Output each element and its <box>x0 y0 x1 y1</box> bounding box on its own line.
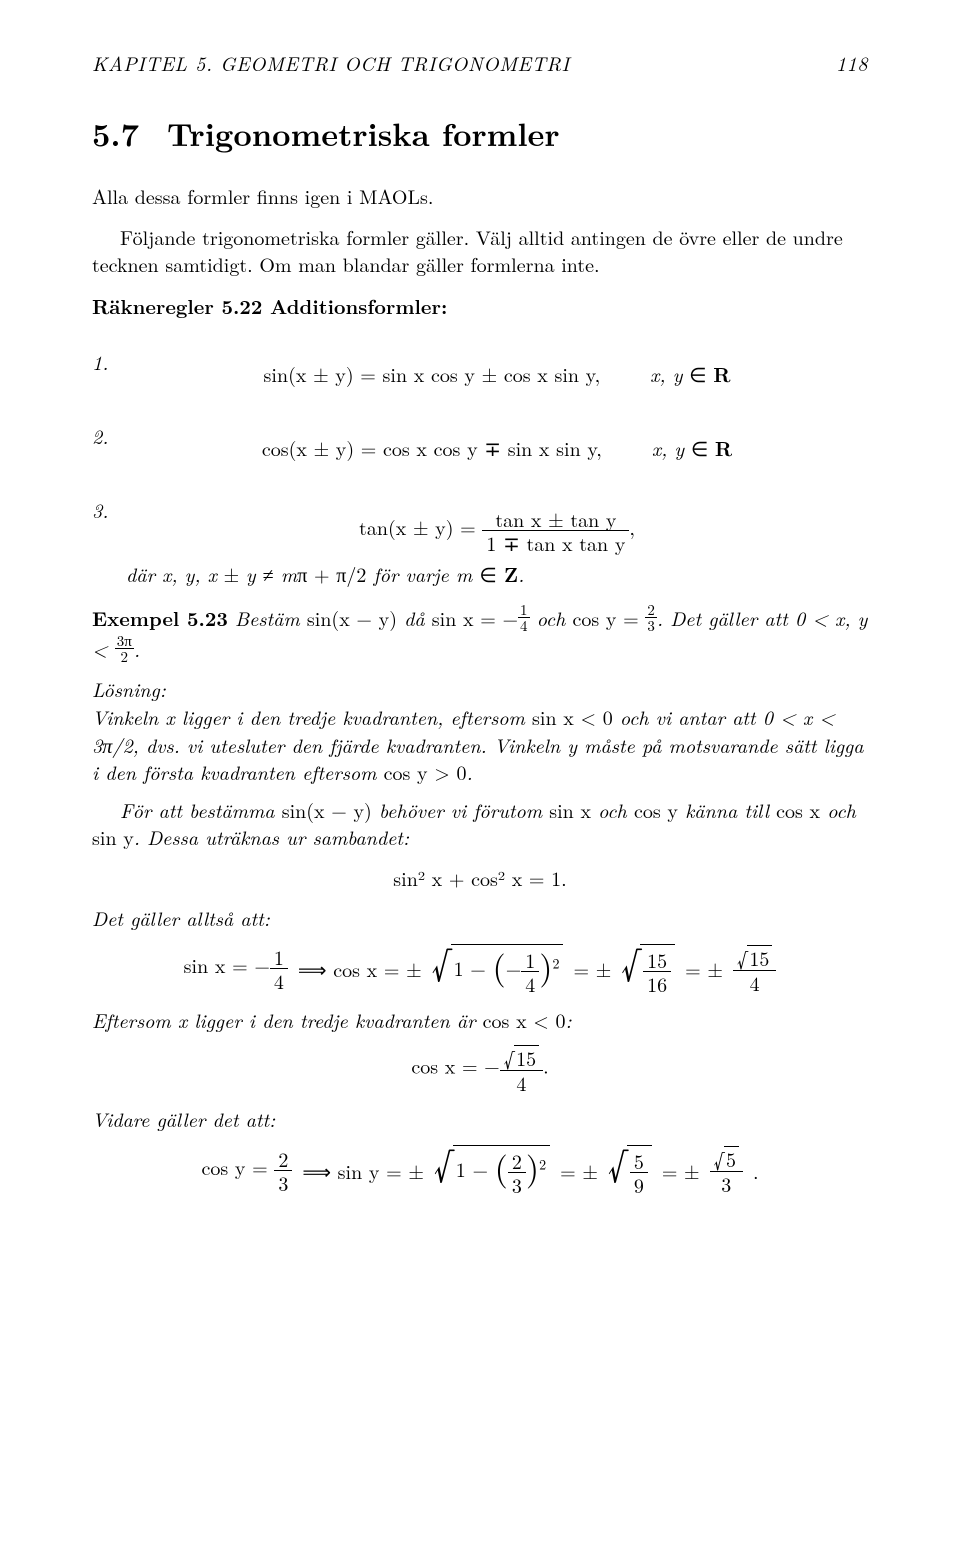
example-word-bestam: Bestäm <box>235 603 300 632</box>
equation-cosy-siny: cos y = 23 ⟹ sin y = ± √ 1 − (23)2 = ± √… <box>92 1145 868 1195</box>
formula-1-domain: x, y ∈ R <box>650 360 730 388</box>
example-sinx: sin x = −14 <box>432 603 530 632</box>
formula-item-2: cos(x ± y) = cos x cos y ∓ sin x sin y, … <box>126 400 868 462</box>
section-heading: 5.7 Trigonometriska formler <box>92 111 868 156</box>
example-word-da: då <box>404 603 424 632</box>
example-statement: Exempel 5.23 Bestäm sin(x − y) då sin x … <box>92 602 868 664</box>
formula-3-lhs: tan(x ± y) = <box>359 512 476 541</box>
vidare-line: Vidare gäller det att: <box>92 1105 868 1133</box>
intro-para-2: Följande trigonometriska formler gäller.… <box>92 223 868 277</box>
section-title-text: Trigonometriska formler <box>167 111 560 156</box>
formula-3-num: tan x ± tan y <box>482 508 629 530</box>
intro-para-1: Alla dessa formler finns igen i MAOLs. <box>92 182 868 209</box>
example-3pi2: 3π2 <box>115 633 134 664</box>
solution-para-1: Vinkeln x ligger i den tredje kvadranten… <box>92 703 868 786</box>
formula-3-den: 1 ∓ tan x tan y <box>482 530 629 553</box>
det-galler-label: Det gäller alltså att: <box>92 904 868 932</box>
example-expr-sinxy: sin(x − y) <box>307 603 397 632</box>
formula-3-trail: , <box>629 512 635 541</box>
page-number: 118 <box>836 48 868 77</box>
example-tail-2: . <box>134 634 140 663</box>
example-och-1: och <box>530 603 573 632</box>
formula-1: sin(x ± y) = sin x cos y ± cos x sin y, <box>264 360 601 388</box>
formula-2: cos(x ± y) = cos x cos y ∓ sin x sin y, <box>262 434 602 462</box>
cosx-result: cos x = − √15 4 . <box>92 1045 868 1093</box>
solution-para-2: För att bestämma sin(x − y) behöver vi f… <box>92 796 868 851</box>
header-left: KAPITEL 5. GEOMETRI OCH TRIGONOMETRI <box>92 48 570 77</box>
example-head: Exempel 5.23 <box>92 603 228 632</box>
page: KAPITEL 5. GEOMETRI OCH TRIGONOMETRI 118… <box>0 0 960 1558</box>
formula-list: sin(x ± y) = sin x cos y ± cos x sin y, … <box>92 326 868 553</box>
equation-sinx-cosx: sin x = −14 ⟹ cos x = ± √ 1 − (−14)2 = ±… <box>92 944 868 994</box>
pythagorean-identity: sin² x + cos² x = 1. <box>92 863 868 892</box>
formula-2-domain: x, y ∈ R <box>652 434 732 462</box>
formula-3-condition: där x, y, x ± y ≠ mπ + π/2 för varje m ∈… <box>126 559 868 588</box>
solution-label: Lösning: <box>92 674 868 703</box>
formula-item-1: sin(x ± y) = sin x cos y ± cos x sin y, … <box>126 326 868 388</box>
example-cosy: cos y = 23 <box>573 603 657 632</box>
rule-heading: Räkneregler 5.22 Additionsformler: <box>92 291 868 320</box>
formula-item-3: tan(x ± y) = tan x ± tan y 1 ∓ tan x tan… <box>126 474 868 553</box>
efter-x-line: Eftersom x ligger i den tredje kvadrante… <box>92 1006 868 1034</box>
running-header: KAPITEL 5. GEOMETRI OCH TRIGONOMETRI 118 <box>92 48 868 77</box>
formula-3: tan(x ± y) = tan x ± tan y 1 ∓ tan x tan… <box>359 508 635 553</box>
section-number: 5.7 <box>92 111 139 156</box>
